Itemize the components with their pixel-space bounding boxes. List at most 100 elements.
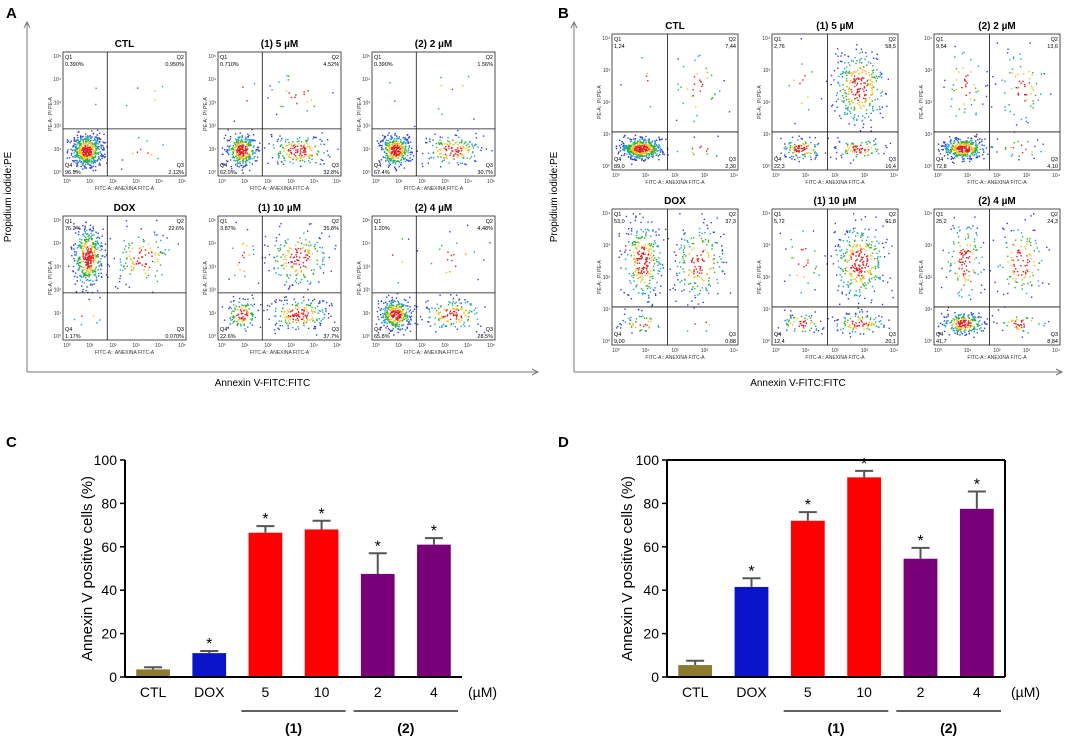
flow-dot: [76, 139, 78, 141]
flow-dot: [398, 312, 400, 314]
flow-dot: [81, 281, 83, 283]
flow-dot: [973, 148, 975, 150]
flow-dot: [443, 316, 445, 318]
flow-dot: [92, 242, 94, 244]
flow-dot: [394, 150, 397, 153]
flow-dot: [798, 146, 800, 148]
flow-dot: [850, 79, 852, 82]
flow-dot: [404, 313, 406, 315]
flow-dot: [865, 141, 867, 143]
flow-dot: [91, 265, 93, 267]
flow-dot: [638, 155, 641, 157]
flow-dot: [88, 154, 90, 157]
flow-dot: [966, 140, 968, 142]
y-tick-label: 10¹: [363, 311, 371, 317]
flow-dot: [458, 136, 460, 138]
flow-plot: (2) 4 µMQ11.20%Q24.48%Q328.5%Q465.8%10⁰1…: [357, 203, 496, 356]
flow-dot: [85, 149, 87, 151]
flow-dot: [872, 92, 874, 95]
flow-dot: [1028, 71, 1030, 73]
flow-dot: [405, 149, 408, 151]
flow-dot: [839, 141, 841, 143]
flow-dot: [233, 142, 235, 144]
flow-dot: [302, 296, 305, 298]
flow-dot: [974, 151, 976, 153]
flow-dot: [79, 148, 81, 150]
flow-dot: [82, 288, 84, 291]
flow-dot: [93, 161, 95, 163]
flow-dot: [131, 242, 133, 244]
flow-dot: [88, 152, 91, 154]
flow-dot: [858, 94, 860, 96]
flow-dot: [224, 149, 226, 151]
flow-dot: [239, 149, 241, 152]
flow-dot: [1026, 99, 1028, 101]
flow-dot: [693, 76, 696, 78]
flow-dot: [1009, 110, 1011, 113]
flow-dot: [125, 283, 127, 286]
flow-dot: [230, 319, 232, 321]
flow-dot: [119, 258, 121, 260]
flow-dot: [641, 149, 644, 151]
flow-dot: [264, 235, 267, 238]
flow-dot: [874, 77, 876, 79]
flow-dot: [289, 315, 292, 317]
flow-x-label: FITC-A:: ANEXINA FITC-A: [645, 180, 705, 186]
flow-dot: [88, 142, 90, 144]
flow-dot: [406, 327, 408, 329]
q4-value: 62.0%: [220, 170, 236, 176]
flow-dot: [1032, 100, 1034, 102]
flow-dot: [631, 163, 633, 165]
flow-dot: [641, 158, 643, 160]
flow-dot: [957, 141, 959, 143]
flow-dot: [398, 161, 400, 163]
flow-dot: [89, 259, 91, 261]
flow-dot: [397, 147, 400, 149]
flow-dot: [298, 140, 300, 142]
flow-dots: [937, 42, 1052, 164]
flow-dot: [791, 158, 793, 160]
flow-dot: [848, 72, 851, 74]
flow-dot: [408, 315, 411, 317]
flow-dot: [72, 146, 74, 148]
flow-dot: [463, 155, 465, 157]
flow-dot: [325, 310, 327, 312]
flow-dot: [310, 99, 312, 101]
flow-dot: [401, 305, 404, 307]
flow-dot: [237, 323, 239, 325]
flow-dot: [968, 150, 970, 152]
flow-dot: [93, 234, 95, 236]
flow-dot: [235, 138, 237, 140]
flow-dot: [471, 145, 474, 147]
flow-dot: [871, 90, 873, 93]
flow-dot: [646, 152, 648, 154]
flow-dot: [242, 162, 244, 164]
flow-dot: [139, 262, 141, 264]
flow-dot: [84, 227, 86, 229]
flow-dot: [304, 153, 306, 155]
flow-dot: [308, 256, 310, 258]
flow-dot: [302, 151, 304, 154]
flow-dot: [388, 294, 390, 297]
flow-dot: [245, 160, 247, 163]
flow-dot: [960, 145, 963, 148]
flow-dot: [850, 88, 852, 91]
flow-dot: [156, 258, 159, 260]
flow-dot: [94, 138, 96, 140]
flow-dot: [304, 250, 306, 252]
flow-dot: [85, 248, 88, 250]
flow-dot: [301, 154, 303, 157]
flow-dot: [286, 274, 288, 276]
flow-dot: [302, 318, 304, 320]
flow-dot: [946, 151, 948, 154]
flow-dot: [395, 142, 397, 144]
flow-dot: [398, 306, 401, 309]
flow-dot: [456, 307, 458, 310]
x-tick-label: 10²: [418, 179, 426, 185]
flow-dot: [84, 148, 87, 150]
flow-dot: [254, 152, 257, 154]
flow-dot: [285, 90, 288, 92]
flow-dot: [87, 160, 89, 163]
flow-dot: [316, 259, 318, 261]
flow-dot: [74, 140, 77, 142]
